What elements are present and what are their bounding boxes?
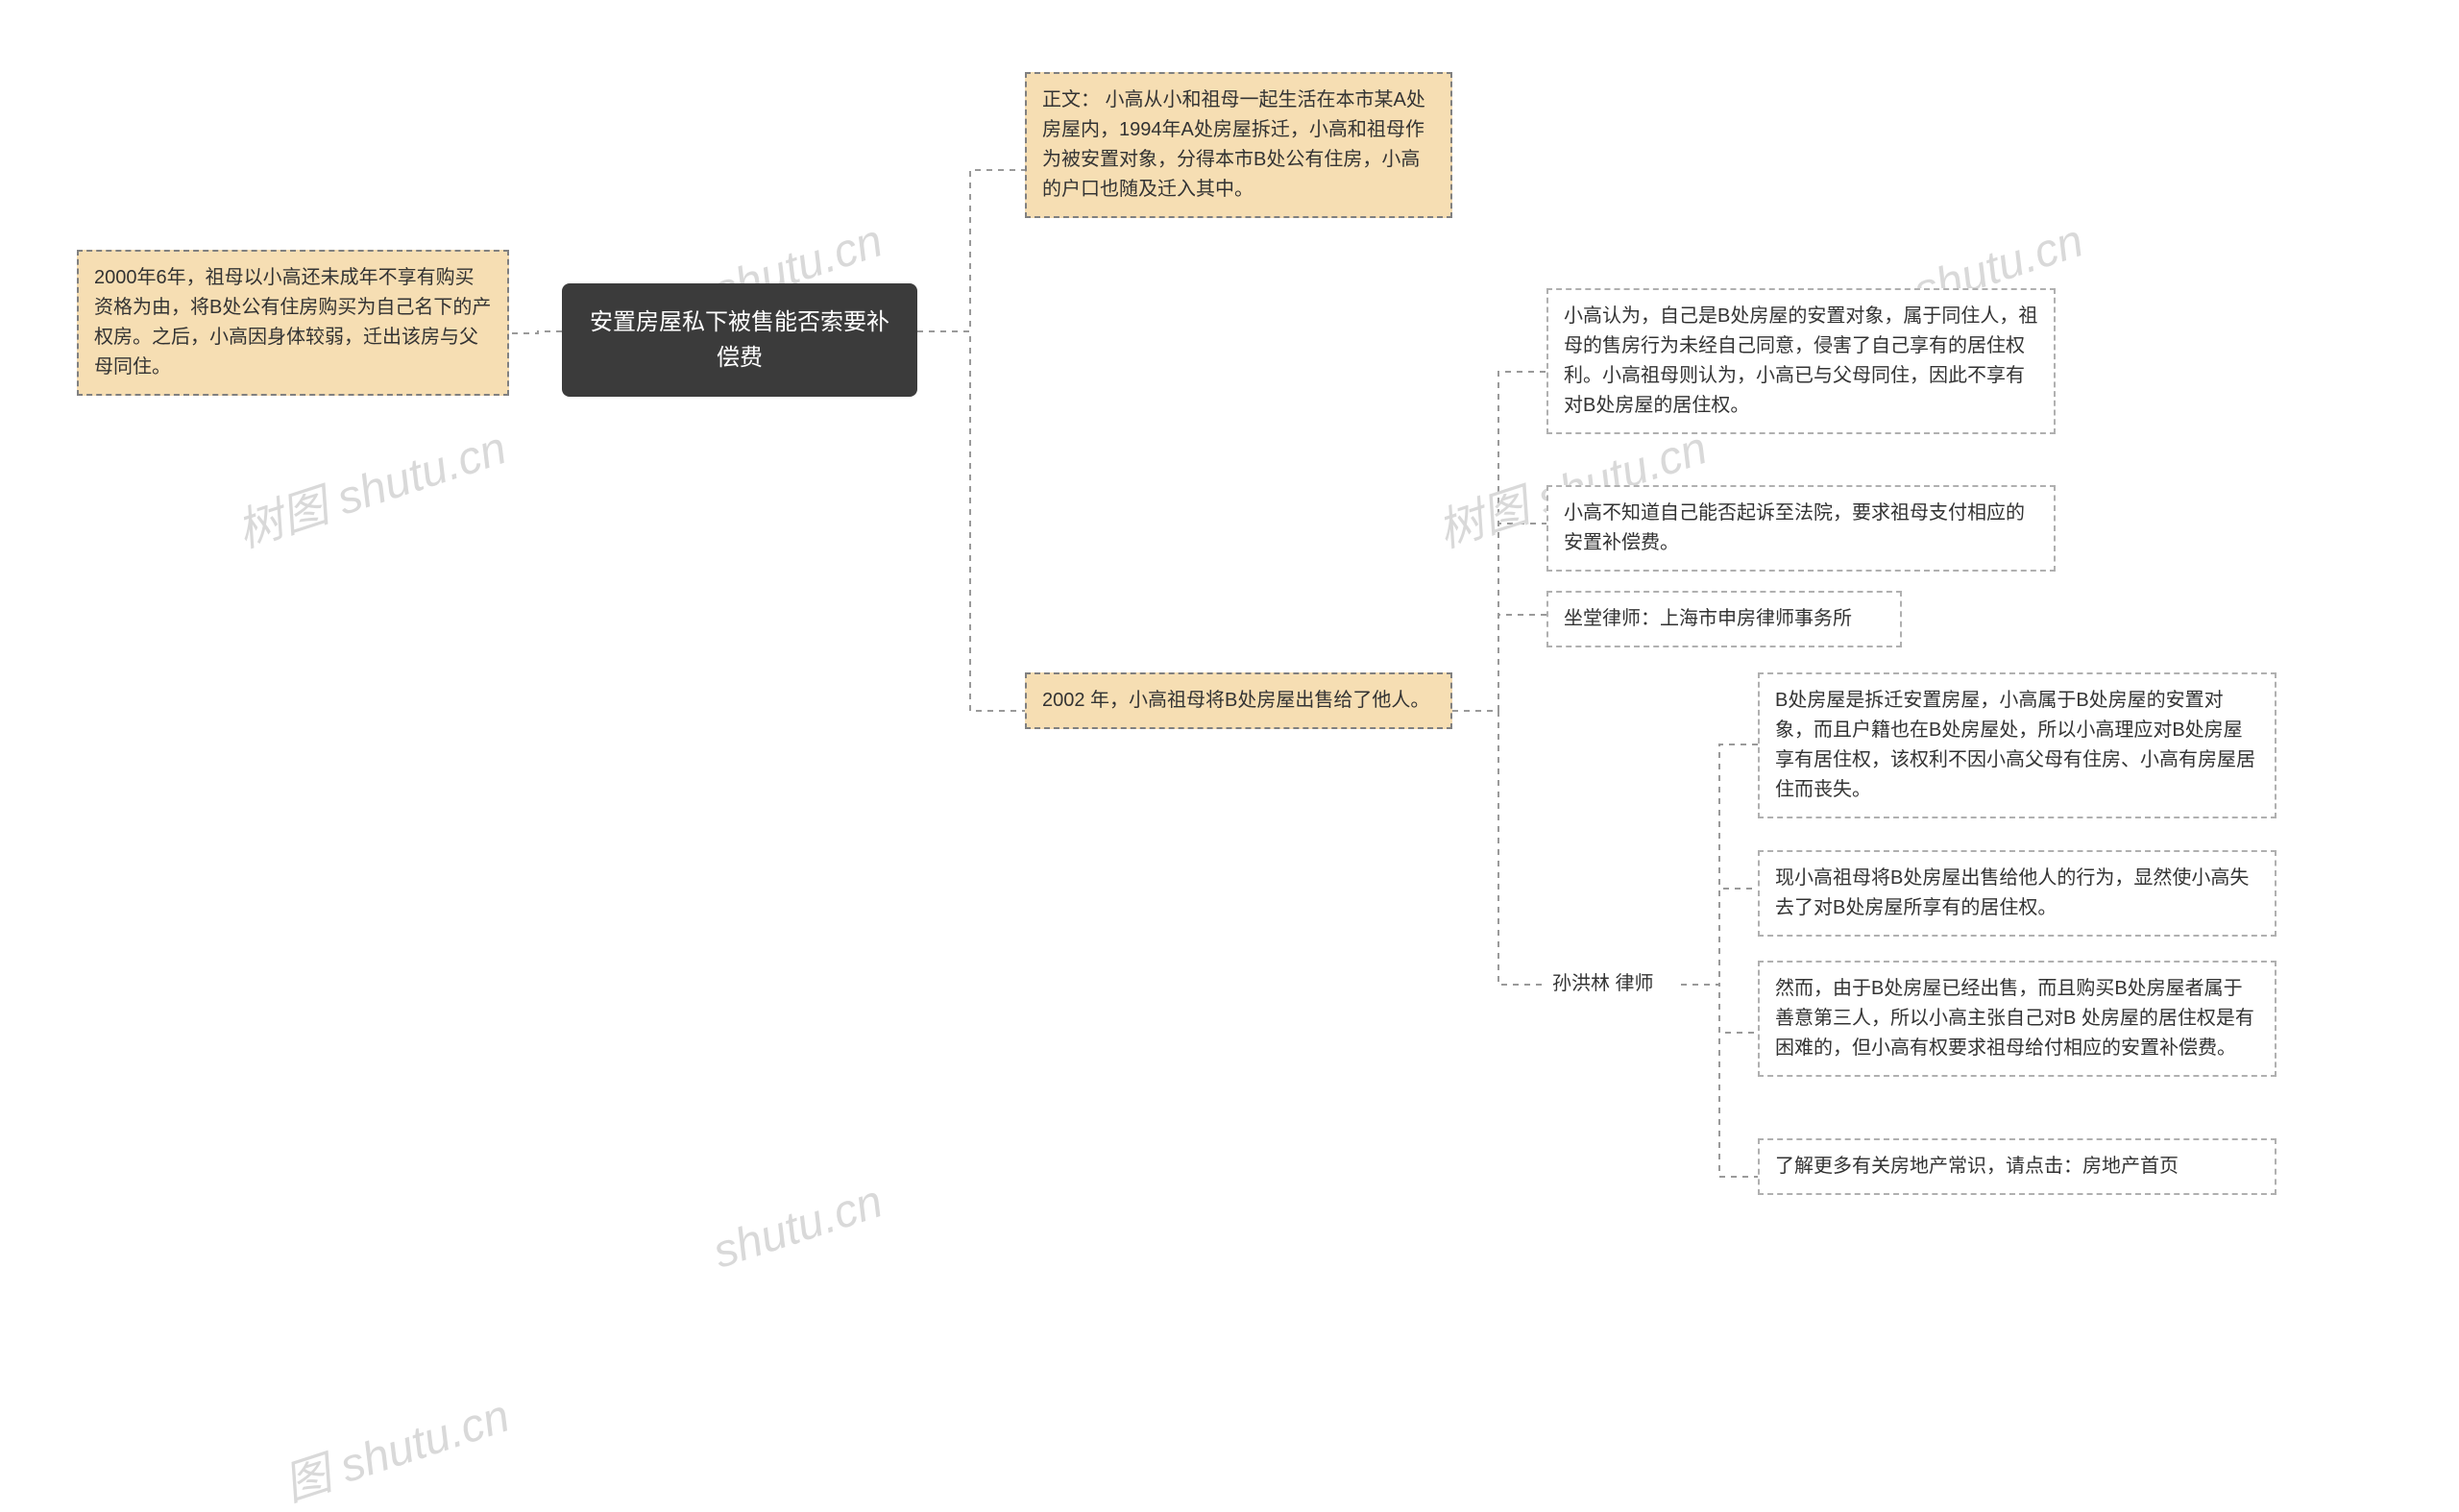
- mindmap-node-right-1[interactable]: 正文： 小高从小和祖母一起生活在本市某A处房屋内，1994年A处房屋拆迁，小高和…: [1025, 72, 1452, 218]
- mindmap-node-r2-c3[interactable]: 坐堂律师：上海市申房律师事务所: [1546, 591, 1902, 647]
- mindmap-node-c4-d2[interactable]: 现小高祖母将B处房屋出售给他人的行为，显然使小高失去了对B处房屋所享有的居住权。: [1758, 850, 2276, 937]
- mindmap-node-c4-d4[interactable]: 了解更多有关房地产常识，请点击：房地产首页: [1758, 1138, 2276, 1195]
- mindmap-node-r2-c2[interactable]: 小高不知道自己能否起诉至法院，要求祖母支付相应的安置补偿费。: [1546, 485, 2056, 572]
- watermark: shutu.cn: [707, 1175, 889, 1279]
- mindmap-node-r2-c4-label[interactable]: 孙洪林 律师: [1546, 965, 1681, 1003]
- mindmap-node-right-2[interactable]: 2002 年，小高祖母将B处房屋出售给了他人。: [1025, 672, 1452, 729]
- mindmap-node-c4-d1[interactable]: B处房屋是拆迁安置房屋，小高属于B处房屋的安置对象，而且户籍也在B处房屋处，所以…: [1758, 672, 2276, 818]
- watermark: 树图 shutu.cn: [227, 410, 513, 560]
- mindmap-root[interactable]: 安置房屋私下被售能否索要补偿费: [562, 283, 917, 397]
- mindmap-node-r2-c1[interactable]: 小高认为，自己是B处房屋的安置对象，属于同住人，祖母的售房行为未经自己同意，侵害…: [1546, 288, 2056, 434]
- mindmap-node-c4-d3[interactable]: 然而，由于B处房屋已经出售，而且购买B处房屋者属于善意第三人，所以小高主张自己对…: [1758, 961, 2276, 1077]
- mindmap-node-left-1[interactable]: 2000年6年，祖母以小高还未成年不享有购买资格为由，将B处公有住房购买为自己名…: [77, 250, 509, 396]
- watermark: 图 shutu.cn: [274, 1378, 517, 1512]
